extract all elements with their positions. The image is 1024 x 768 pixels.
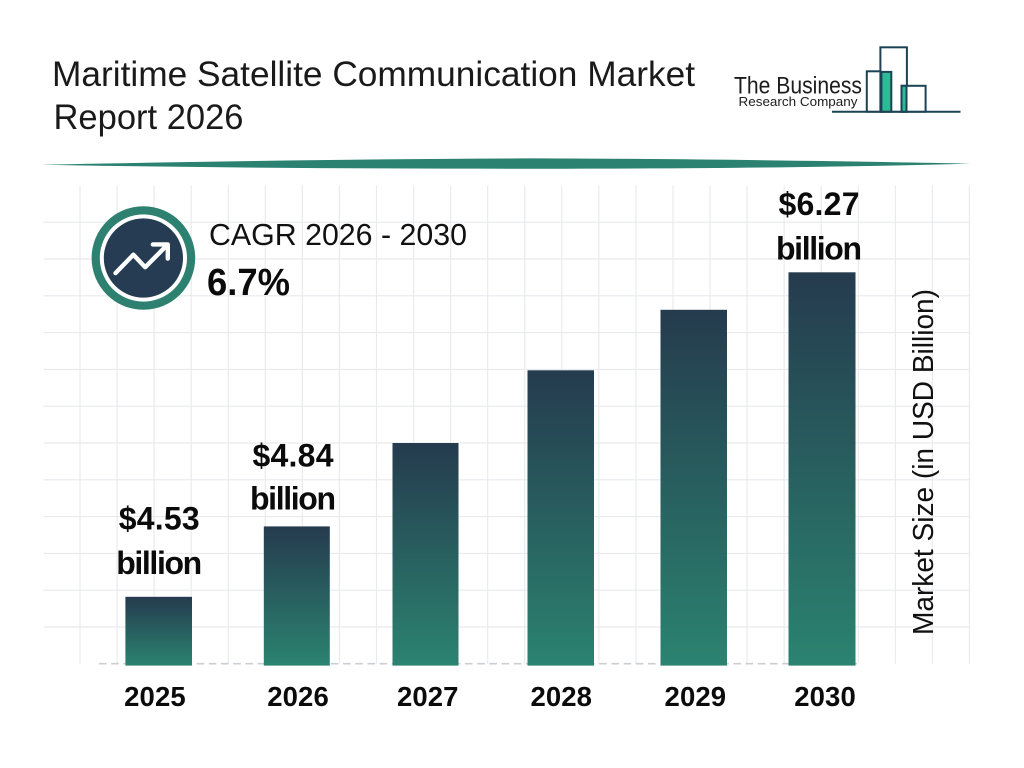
- svg-text:2030: 2030: [794, 681, 856, 712]
- svg-text:Research Company: Research Company: [739, 94, 859, 109]
- svg-text:2026: 2026: [267, 681, 329, 712]
- svg-text:2025: 2025: [124, 681, 186, 712]
- svg-text:CAGR 2026 - 2030: CAGR 2026 - 2030: [209, 217, 467, 252]
- svg-text:2029: 2029: [665, 681, 727, 712]
- svg-text:2027: 2027: [397, 681, 459, 712]
- svg-text:Market Size (in USD Billion): Market Size (in USD Billion): [908, 289, 940, 635]
- svg-text:Report 2026: Report 2026: [54, 98, 244, 137]
- svg-text:Maritime Satellite Communicati: Maritime Satellite Communication Market: [52, 55, 695, 94]
- svg-text:$6.27: $6.27: [779, 186, 860, 222]
- svg-text:$4.84: $4.84: [253, 438, 334, 474]
- svg-text:The Business: The Business: [734, 73, 862, 100]
- svg-text:billion: billion: [776, 231, 862, 267]
- svg-text:$4.53: $4.53: [119, 501, 200, 537]
- svg-text:6.7%: 6.7%: [207, 262, 290, 304]
- svg-text:billion: billion: [250, 480, 336, 516]
- svg-text:billion: billion: [116, 545, 202, 581]
- svg-text:2028: 2028: [530, 681, 592, 712]
